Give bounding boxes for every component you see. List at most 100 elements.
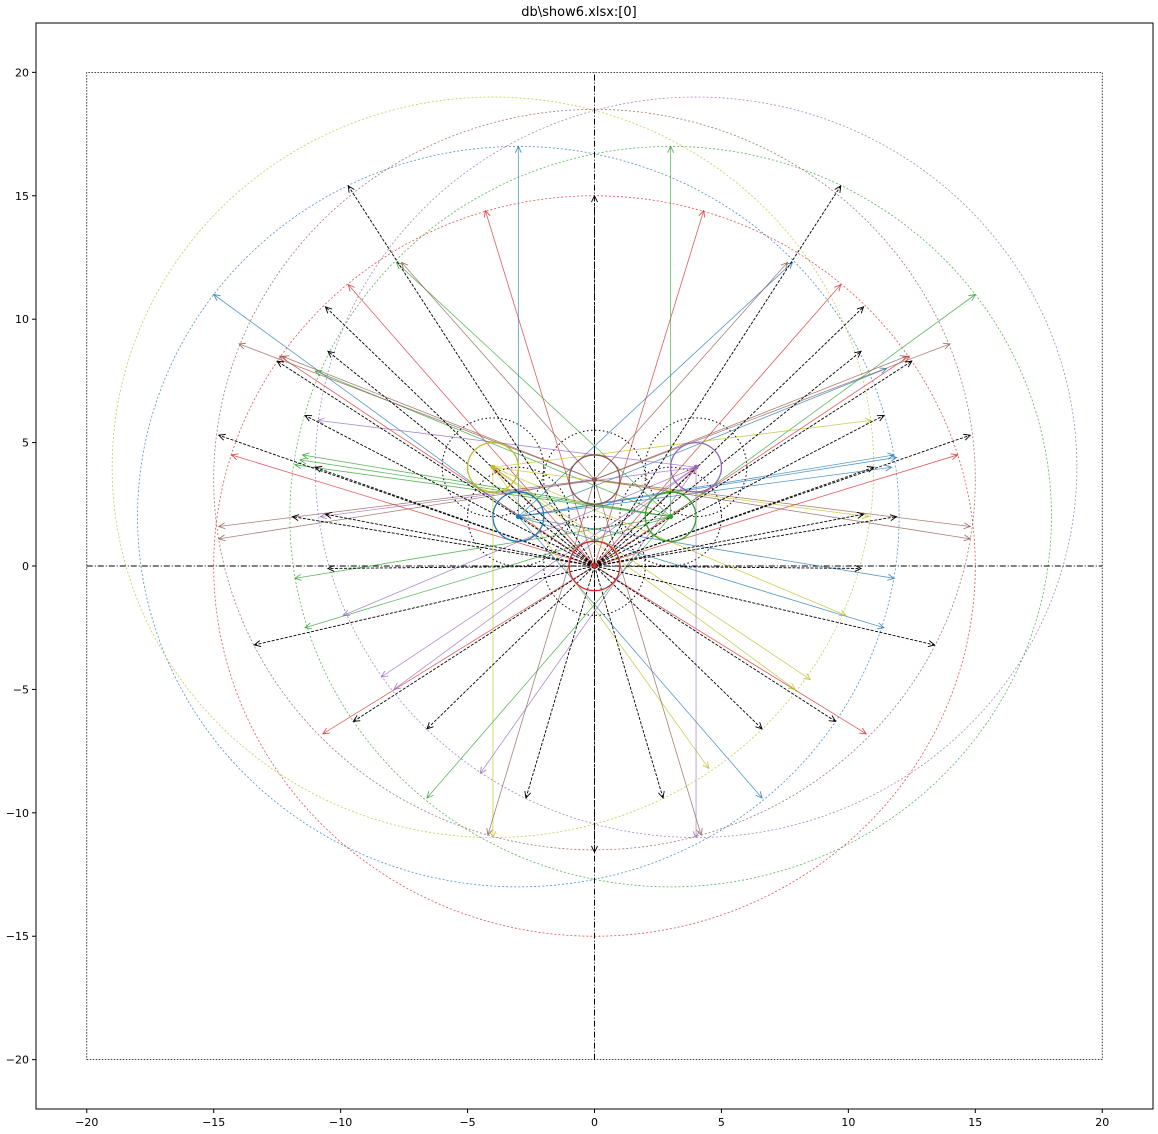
ray-green (426, 516, 671, 799)
arrowhead-black (253, 640, 262, 647)
x-tick-label: 15 (968, 1116, 982, 1129)
ray-blue (518, 457, 897, 518)
arrowhead-blue (212, 293, 221, 301)
ray-black (347, 185, 595, 567)
arrowhead-black (524, 791, 531, 800)
center-point-brown (592, 477, 597, 483)
arrowhead-red (483, 209, 491, 218)
arrowhead-olive (788, 683, 796, 691)
arrowhead-blue (879, 367, 888, 375)
center-point-red (592, 563, 597, 569)
arrowhead-black (591, 845, 598, 854)
arrowhead-black (327, 350, 335, 358)
ray-brown (218, 479, 595, 540)
arrowhead-blue (785, 261, 794, 270)
dotted-circle (619, 466, 722, 567)
y-tick-label: −5 (13, 683, 29, 696)
arrowhead-purple (692, 831, 700, 839)
arrowhead-purple (380, 670, 389, 678)
small-circle-red (568, 540, 621, 592)
arrowhead-black (856, 306, 865, 314)
small-circle-purple (670, 441, 723, 493)
arrowhead-black (426, 722, 434, 730)
ray-blue (518, 368, 887, 518)
ray-green (302, 454, 671, 518)
y-tick-label: −10 (6, 807, 29, 820)
ray-black (594, 185, 842, 567)
ray-black (594, 513, 864, 567)
y-tick-label: 0 (22, 560, 29, 573)
x-tick-label: −10 (329, 1116, 352, 1129)
ray-brown (594, 355, 907, 480)
center-point-blue (515, 514, 521, 520)
arrowhead-brown (963, 534, 972, 542)
ray-green (670, 294, 976, 517)
arrowhead-brown (217, 534, 226, 542)
small-circle-blue (492, 491, 545, 542)
arrowhead-black (324, 511, 333, 519)
ray-black (327, 350, 595, 567)
ray-purple (479, 467, 697, 774)
small-circle-green (644, 491, 697, 542)
arrowhead-brown (486, 828, 493, 837)
arrowhead-black (904, 360, 913, 368)
ray-blue (518, 262, 793, 517)
arrowhead-red (321, 727, 330, 735)
arrowhead-red (834, 283, 842, 292)
x-tick-label: 5 (718, 1116, 725, 1129)
ray-red (594, 355, 910, 567)
x-tick-label: −15 (202, 1116, 225, 1129)
arrowhead-blue (887, 452, 896, 460)
ray-green (304, 516, 671, 629)
ray-red (231, 454, 595, 567)
arrowhead-olive (838, 609, 847, 617)
arrowhead-olive (803, 673, 812, 681)
x-tick-label: 10 (841, 1116, 855, 1129)
y-tick-label: 15 (15, 190, 29, 203)
ray-black (594, 350, 862, 567)
x-tick-label: 0 (591, 1116, 598, 1129)
arrowhead-black (889, 514, 898, 522)
ray-red (594, 565, 867, 735)
arrowhead-green (395, 261, 404, 270)
arrowhead-black (927, 640, 936, 647)
arrowhead-black (304, 414, 313, 422)
ray-green (294, 464, 671, 518)
arrowhead-green (304, 622, 313, 630)
arrowhead-blue (755, 791, 763, 799)
center-point-olive (490, 464, 496, 470)
arrowhead-black (856, 511, 865, 519)
ray-green (396, 262, 671, 517)
x-tick-label: −5 (459, 1116, 475, 1129)
arrowhead-black (866, 466, 875, 473)
arrowhead-black (876, 414, 885, 422)
arrowhead-green (667, 145, 675, 153)
arrowhead-brown (780, 261, 789, 270)
ray-black (594, 565, 836, 722)
ray-black (426, 565, 595, 730)
ray-brown (238, 343, 595, 480)
arrowhead-black (217, 433, 226, 441)
y-tick-label: 10 (15, 313, 29, 326)
ray-olive (492, 466, 869, 518)
ray-black (304, 415, 595, 567)
ray-black (594, 434, 971, 567)
arrowhead-purple (342, 609, 351, 617)
arrowhead-black (755, 722, 763, 730)
ray-purple (393, 466, 697, 690)
small-circle-olive (466, 441, 519, 493)
arrowhead-black (314, 466, 323, 473)
arrowhead-black (352, 715, 361, 723)
y-tick-label: 5 (22, 437, 29, 450)
arrowhead-purple (316, 417, 325, 425)
arrowhead-black (276, 360, 285, 368)
center-point-purple (693, 464, 699, 470)
center-point-green (668, 514, 674, 520)
ray-brown (594, 343, 951, 480)
arrowhead-purple (319, 512, 328, 520)
ray-brown (282, 355, 595, 480)
arrowhead-green (968, 293, 977, 301)
ray-black (292, 516, 595, 567)
arrowhead-brown (899, 355, 908, 362)
